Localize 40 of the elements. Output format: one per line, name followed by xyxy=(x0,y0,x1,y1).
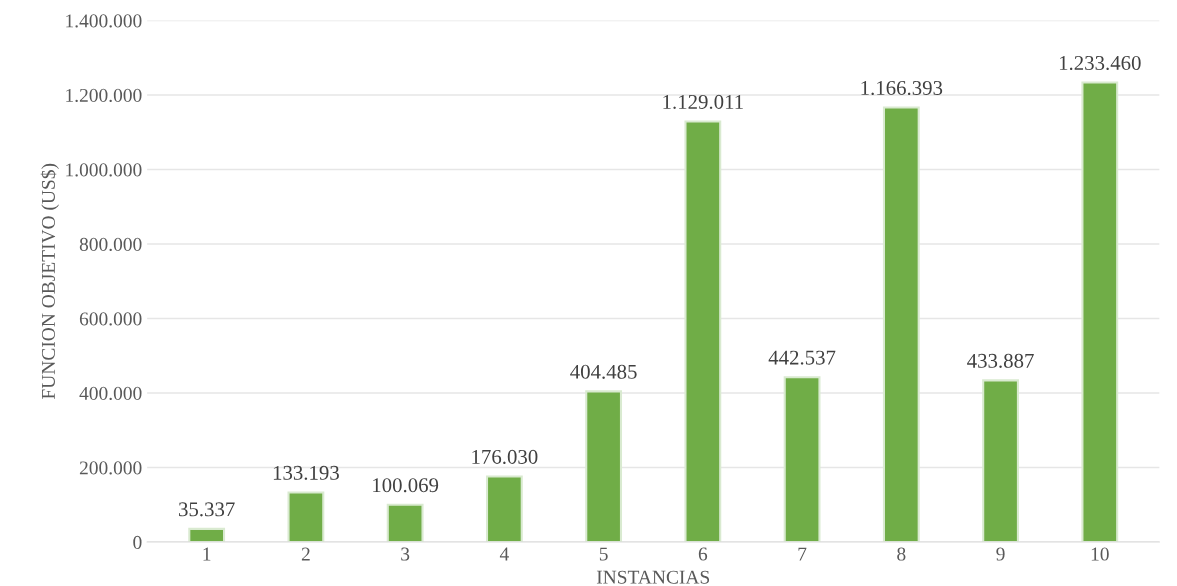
bar xyxy=(386,503,424,543)
x-tick-label: 6 xyxy=(698,547,708,561)
x-tick-label: 10 xyxy=(1091,547,1109,561)
data-label: 35.337 xyxy=(179,502,235,517)
bar xyxy=(1081,81,1119,543)
x-tick-label: 5 xyxy=(599,547,608,561)
x-tick-label: 2 xyxy=(301,547,310,561)
x-tick-label: 7 xyxy=(798,547,807,561)
y-axis-title: FUNCION OBJETIVO (US$) xyxy=(40,163,59,400)
y-tick-label: 1.400.000 xyxy=(66,14,142,28)
y-tick-label: 1.200.000 xyxy=(66,88,142,103)
y-tick-label: 200.000 xyxy=(79,461,142,475)
data-label: 404.485 xyxy=(570,364,637,379)
data-label: 1.233.460 xyxy=(1059,55,1141,71)
data-label: 442.537 xyxy=(768,350,836,365)
y-tick-label: 0 xyxy=(133,535,142,549)
bar xyxy=(585,390,623,543)
data-label: 176.030 xyxy=(472,449,538,464)
x-tick-label: 4 xyxy=(499,547,509,561)
data-label: 1.129.011 xyxy=(663,94,743,109)
x-tick-label: 1 xyxy=(203,547,211,561)
data-label: 133.193 xyxy=(273,465,339,480)
bar xyxy=(485,475,523,543)
x-tick-label: 9 xyxy=(996,547,1005,561)
data-label: 1.166.393 xyxy=(861,80,943,96)
x-tick-label: 3 xyxy=(401,547,410,561)
bar xyxy=(188,527,226,543)
y-tick-label: 1.000.000 xyxy=(66,163,142,177)
y-tick-label: 600.000 xyxy=(79,312,142,326)
data-label: 100.069 xyxy=(373,478,439,493)
bar xyxy=(982,379,1019,543)
x-tick-label: 8 xyxy=(897,547,906,561)
bar xyxy=(882,106,920,543)
data-label: 433.887 xyxy=(967,353,1034,368)
y-tick-label: 400.000 xyxy=(79,386,142,401)
bar xyxy=(287,491,325,543)
bar xyxy=(783,376,821,543)
bar xyxy=(684,120,722,543)
x-axis-title: INSTANCIAS xyxy=(596,570,710,584)
y-tick-label: 800.000 xyxy=(79,237,142,252)
